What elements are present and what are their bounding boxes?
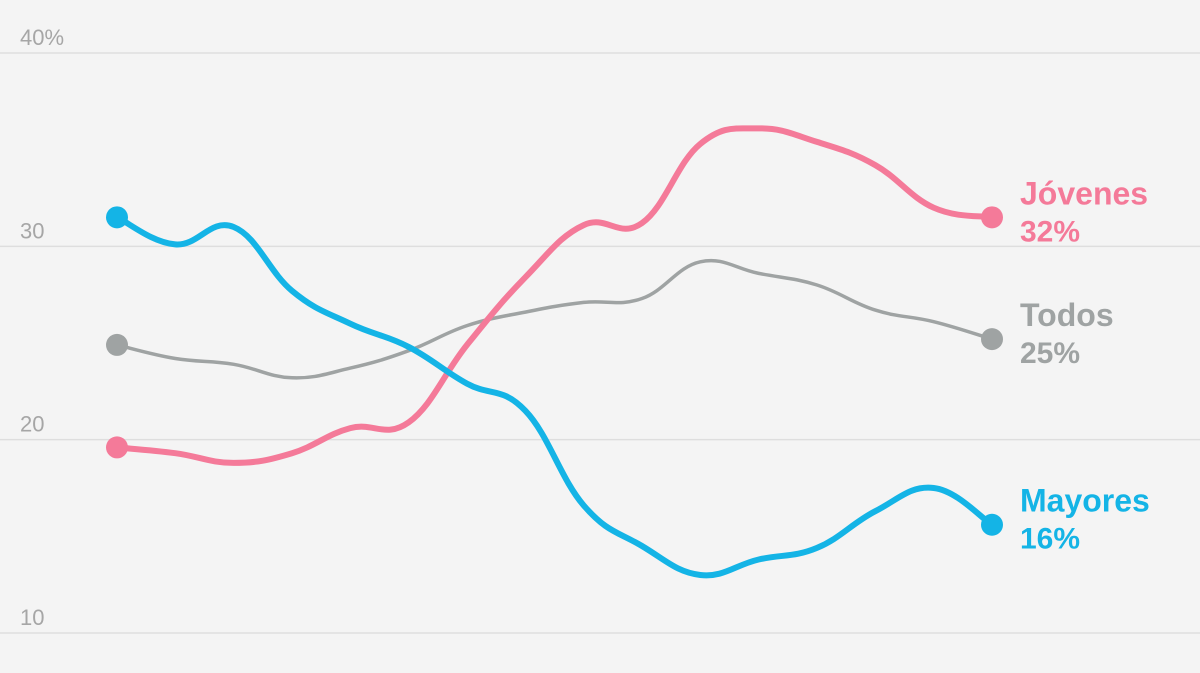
- series-line-mayores: [114, 214, 995, 579]
- series-line-todos: [115, 258, 994, 380]
- endpoint-todos: [981, 328, 1003, 351]
- series-labels: Todos 25% Jóvenes 32% Mayores 16%: [1020, 175, 1150, 555]
- series-line-jovenes: [114, 125, 995, 466]
- y-tick-label: 20: [20, 412, 44, 437]
- series-lines: [106, 125, 1003, 579]
- endpoint-todos: [106, 333, 128, 356]
- y-tick-label: 40%: [20, 25, 64, 50]
- endpoint-mayores: [106, 206, 128, 229]
- series-value-mayores: 16%: [1020, 523, 1080, 556]
- series-value-jovenes: 32%: [1020, 215, 1080, 248]
- y-tick-label: 30: [20, 218, 44, 243]
- y-tick-label: 10: [20, 605, 44, 630]
- endpoint-jovenes: [106, 436, 128, 459]
- y-axis-ticks: 40% 30 20 10: [20, 25, 64, 630]
- series-label-todos: Todos: [1020, 297, 1114, 333]
- series-label-mayores: Mayores: [1020, 483, 1150, 519]
- endpoint-mayores: [981, 513, 1003, 536]
- series-value-todos: 25%: [1020, 337, 1080, 370]
- series-label-jovenes: Jóvenes: [1020, 175, 1148, 211]
- gridlines: [0, 52, 1200, 634]
- endpoint-jovenes: [981, 206, 1003, 229]
